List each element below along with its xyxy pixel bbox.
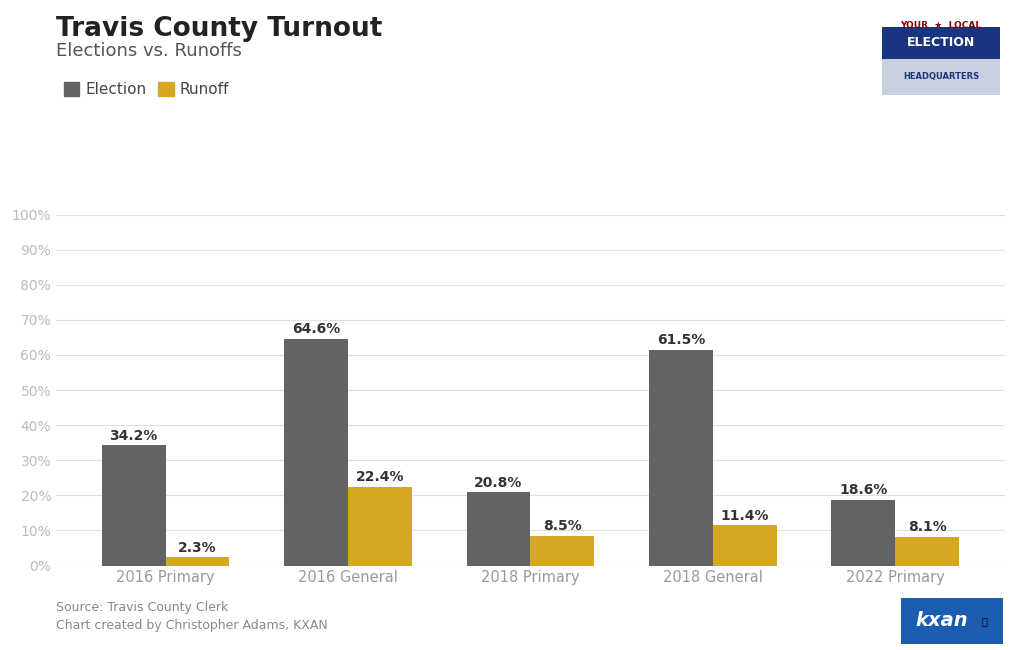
Text: 8.1%: 8.1%: [907, 520, 946, 534]
Text: HEADQUARTERS: HEADQUARTERS: [902, 72, 978, 81]
Bar: [712, 525, 775, 566]
Bar: [165, 558, 229, 566]
Text: 18.6%: 18.6%: [839, 484, 887, 497]
Text: Chart created by Christopher Adams, KXAN: Chart created by Christopher Adams, KXAN: [56, 619, 327, 632]
Text: 11.4%: 11.4%: [719, 509, 768, 523]
Bar: [466, 493, 530, 566]
Legend: Election, Runoff: Election, Runoff: [63, 83, 229, 98]
Text: 64.6%: 64.6%: [291, 322, 340, 336]
Bar: [830, 500, 895, 566]
Bar: [347, 487, 412, 566]
Text: kxan: kxan: [914, 611, 967, 630]
Bar: [881, 58, 999, 95]
Bar: [881, 27, 999, 58]
Bar: [895, 537, 958, 566]
Text: 2.3%: 2.3%: [178, 541, 217, 554]
Text: ELECTION: ELECTION: [906, 36, 974, 49]
Text: YOUR  ★  LOCAL: YOUR ★ LOCAL: [900, 21, 980, 30]
Bar: [102, 445, 165, 566]
Text: Source: Travis County Clerk: Source: Travis County Clerk: [56, 601, 228, 614]
Text: 8.5%: 8.5%: [542, 519, 581, 533]
Text: 61.5%: 61.5%: [656, 333, 704, 347]
Text: Travis County Turnout: Travis County Turnout: [56, 16, 382, 42]
Text: Elections vs. Runoffs: Elections vs. Runoffs: [56, 42, 242, 60]
Bar: [284, 339, 347, 566]
Text: 22.4%: 22.4%: [356, 470, 404, 484]
Bar: [530, 536, 594, 566]
Text: 20.8%: 20.8%: [474, 476, 522, 489]
Text: 34.2%: 34.2%: [109, 428, 158, 443]
Text: 🦚: 🦚: [980, 616, 986, 626]
Bar: [648, 350, 712, 566]
